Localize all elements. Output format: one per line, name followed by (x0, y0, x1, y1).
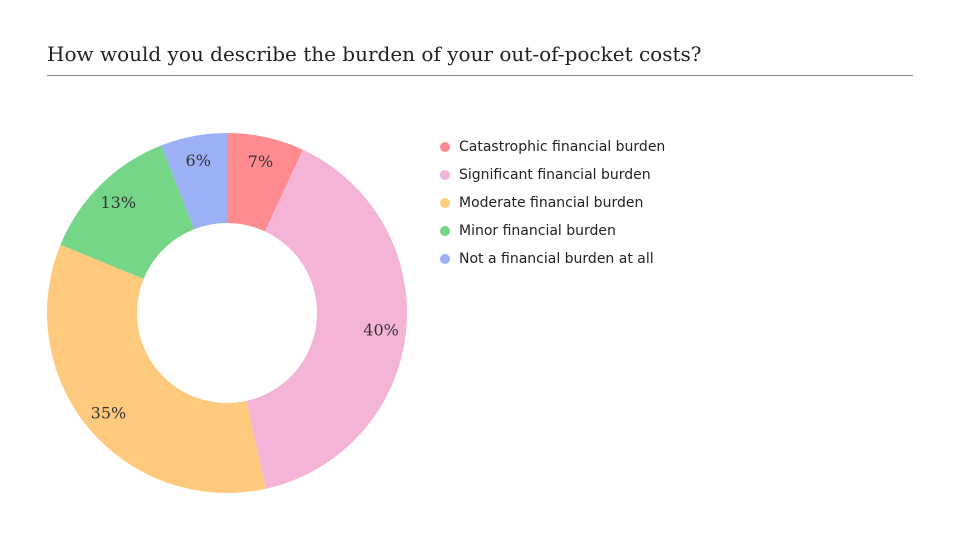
legend-label: Minor financial burden (459, 223, 616, 239)
legend-label: Moderate financial burden (459, 195, 644, 211)
legend-item-significant-financial-burden: Significant financial burden (440, 161, 665, 189)
slice-moderate-financial-burden (46, 244, 266, 493)
slice-label-catastrophic-financial-burden: 7% (248, 152, 273, 171)
slice-label-significant-financial-burden: 40% (363, 320, 399, 339)
legend-label: Not a financial burden at all (459, 251, 654, 267)
chart-title: How would you describe the burden of you… (47, 42, 702, 66)
legend-swatch (440, 226, 450, 236)
slice-label-not-a-financial-burden-at-all: 6% (186, 151, 211, 170)
slice-catastrophic-financial-burden (227, 133, 303, 232)
donut-chart: 7% 40% 35% 13% 6% (46, 133, 408, 493)
legend-swatch (440, 142, 450, 152)
slice-significant-financial-burden (246, 149, 408, 489)
legend-item-minor-financial-burden: Minor financial burden (440, 217, 665, 245)
slice-label-minor-financial-burden: 13% (100, 193, 136, 212)
slice-not-a-financial-burden-at-all (161, 133, 227, 230)
legend-item-moderate-financial-burden: Moderate financial burden (440, 189, 665, 217)
legend-swatch (440, 254, 450, 264)
legend-label: Catastrophic financial burden (459, 139, 666, 155)
legend-label: Significant financial burden (459, 167, 651, 183)
slice-label-moderate-financial-burden: 35% (91, 403, 127, 422)
chart-legend: Catastrophic financial burden Significant… (440, 133, 665, 273)
legend-swatch (440, 170, 450, 180)
slice-minor-financial-burden (60, 145, 195, 279)
title-divider (47, 75, 913, 76)
legend-item-catastrophic-financial-burden: Catastrophic financial burden (440, 133, 665, 161)
legend-item-not-a-financial-burden-at-all: Not a financial burden at all (440, 245, 665, 273)
legend-swatch (440, 198, 450, 208)
